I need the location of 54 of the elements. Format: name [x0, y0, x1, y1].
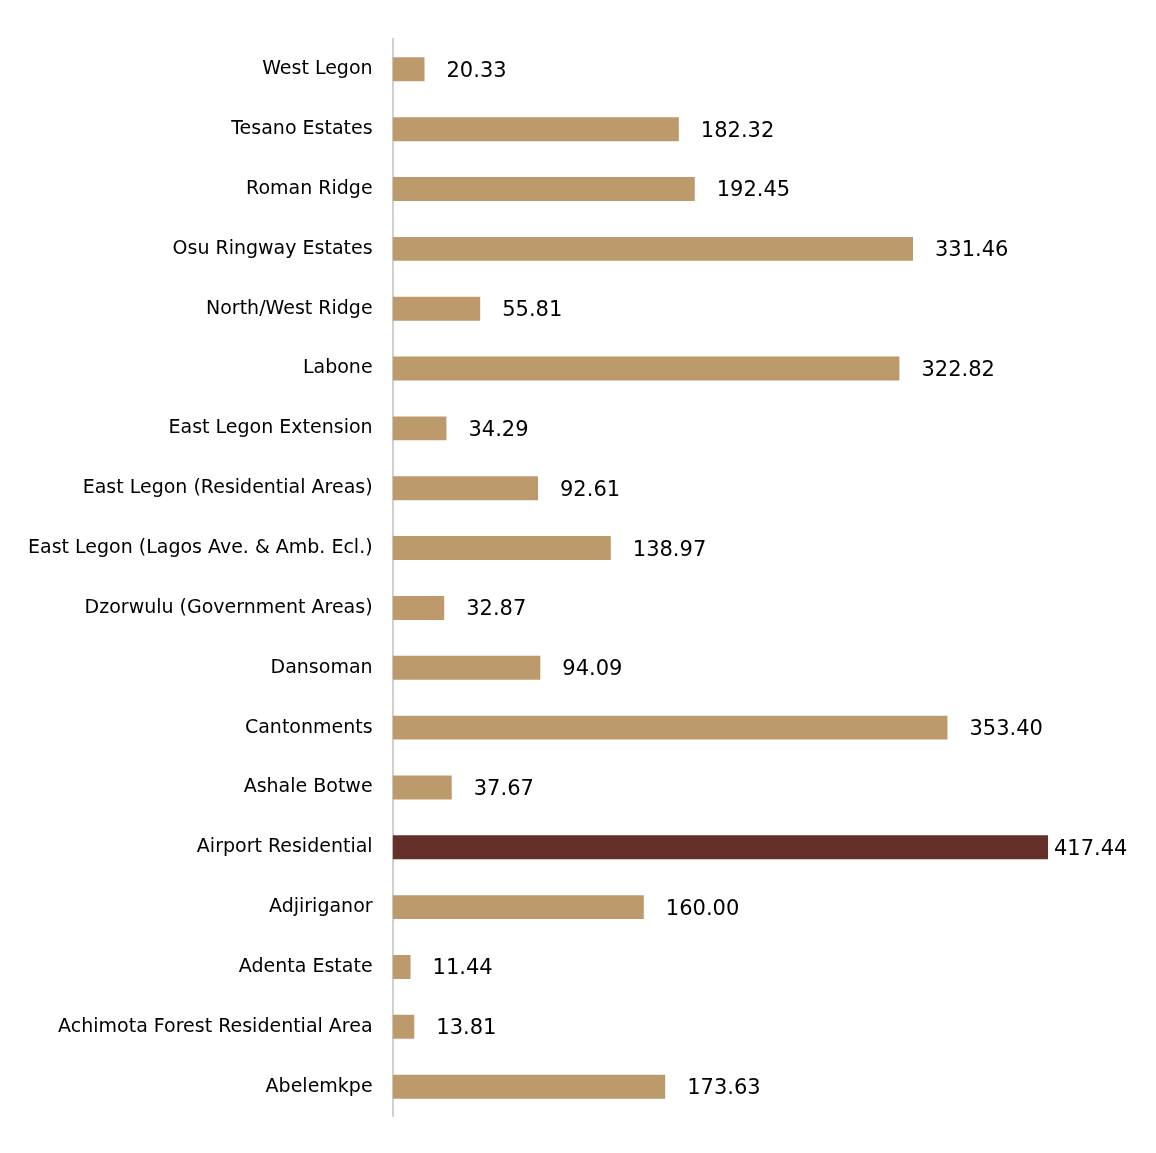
bar — [392, 117, 679, 142]
bar — [392, 835, 1048, 860]
data-label: 182.32 — [700, 117, 775, 142]
y-tick-label: Osu Ringway Estates — [172, 235, 373, 258]
bar — [392, 177, 695, 201]
data-label: 94.09 — [562, 656, 623, 681]
data-label: 138.97 — [632, 536, 707, 561]
data-label: 32.87 — [466, 596, 527, 621]
data-label: 331.46 — [935, 237, 1009, 262]
data-label: 353.40 — [969, 716, 1043, 741]
y-tick-label: Abelemkpe — [265, 1073, 373, 1096]
y-tick-label: Adjiriganor — [269, 894, 373, 917]
y-tick-label: North/West Ridge — [205, 295, 373, 318]
bar — [392, 955, 411, 979]
data-label: 173.63 — [687, 1075, 761, 1100]
y-tick-label: Tesano Estates — [230, 116, 373, 139]
y-tick-label: Labone — [302, 355, 373, 378]
data-label: 55.81 — [502, 297, 563, 322]
y-tick-label: Roman Ridge — [246, 175, 373, 198]
bar — [392, 416, 447, 441]
bar — [392, 595, 445, 620]
data-label: 92.61 — [559, 476, 621, 501]
y-tick-label: Cantonments — [244, 714, 373, 737]
data-label: 20.33 — [446, 57, 507, 82]
y-tick-label: Ashale Botwe — [243, 774, 373, 797]
y-tick-label: East Legon (Lagos Ave. & Amb. Ecl.) — [27, 535, 373, 558]
data-label: 417.44 — [1054, 835, 1128, 860]
bar — [392, 536, 611, 561]
data-label: 192.45 — [716, 177, 791, 202]
bar — [392, 296, 481, 321]
bar — [392, 775, 452, 800]
y-tick-label: East Legon Extension — [168, 415, 373, 438]
data-label: 34.29 — [468, 416, 529, 441]
bar — [392, 895, 644, 920]
bar — [392, 655, 541, 680]
y-tick-label: Achimota Forest Residential Area — [58, 1013, 373, 1036]
bar — [392, 1014, 415, 1039]
data-label: 11.44 — [432, 955, 493, 980]
y-tick-label: Adenta Estate — [238, 953, 373, 976]
y-tick-label: West Legon — [262, 56, 373, 79]
bar — [392, 57, 425, 82]
data-label: 160.00 — [665, 895, 740, 920]
bar — [392, 476, 538, 501]
bar — [392, 1074, 666, 1099]
bar — [392, 236, 914, 261]
data-label: 322.82 — [921, 357, 995, 381]
data-label: 13.81 — [436, 1015, 497, 1040]
y-tick-label: Airport Residential — [196, 834, 373, 857]
y-tick-label: Dansoman — [270, 654, 373, 677]
bar — [392, 356, 900, 381]
data-label: 37.67 — [473, 775, 534, 800]
bar — [392, 715, 948, 740]
y-tick-label: East Legon (Residential Areas) — [82, 475, 373, 498]
y-tick-label: Dzorwulu (Government Areas) — [84, 594, 373, 617]
